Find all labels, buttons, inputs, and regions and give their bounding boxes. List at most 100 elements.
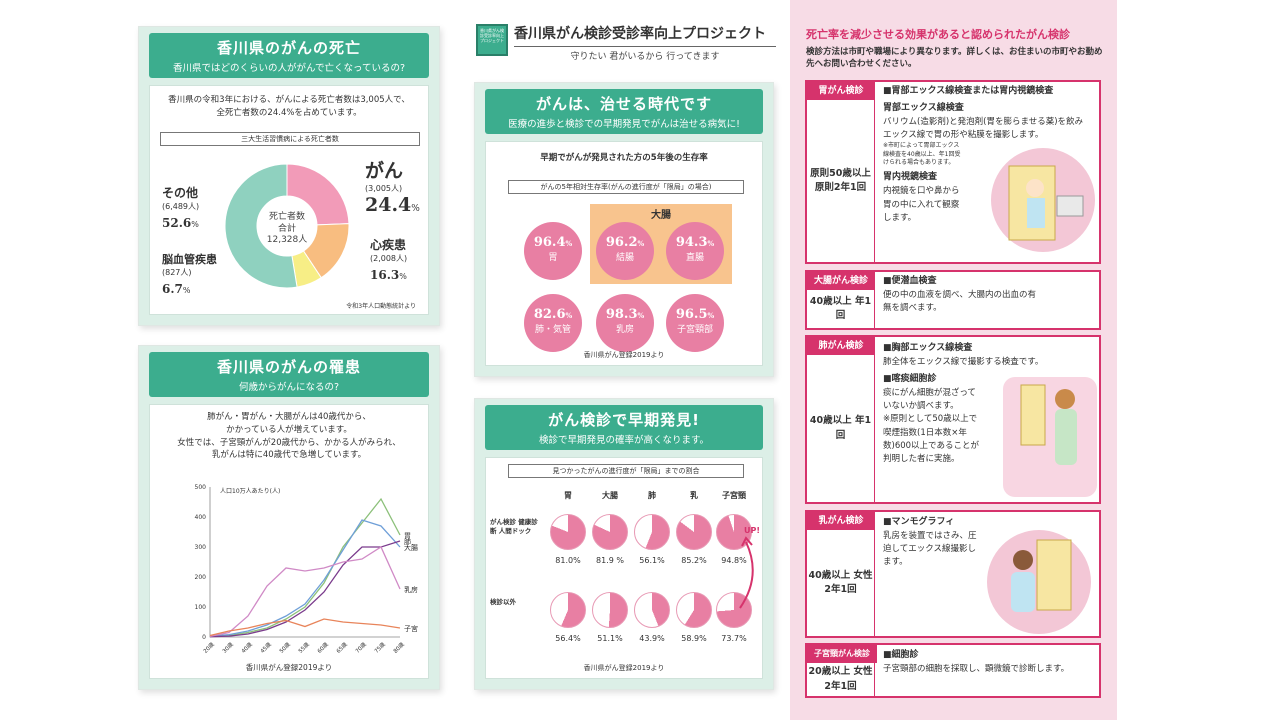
line-series-3 [209, 546, 401, 638]
death-content: 香川県の令和3年における、がんによる死亡者数は3,005人で、 全死亡者数の24… [149, 85, 429, 315]
detection-value-row2-0: 56.4% [555, 634, 581, 643]
detection-value-row1-2: 56.1% [639, 556, 665, 565]
pie-slice-3 [224, 163, 298, 289]
line-chart-ylabel: 人口10万人あたり(人) [220, 488, 280, 495]
detection-value-row1-0: 81.0% [555, 556, 581, 565]
incidence-banner: 香川県のがんの罹患 何歳からがんになるの? [149, 352, 429, 397]
lung-head: 肺がん検診 [807, 337, 875, 355]
survival-colon: 96.2% 結腸 [596, 222, 654, 280]
pie-center-label: 死亡者数 合計 12,328人 [266, 212, 308, 246]
det-row1-label: がん検診 健康診断 人間ドック [490, 518, 538, 536]
project-logo: 香川県がん検診受診率向上プロジェクト [476, 24, 508, 56]
up-arrow-icon [739, 536, 754, 609]
incidence-content: 肺がん・胃がん・大腸がんは40歳代から、 かかっている人が増えています。 女性で… [149, 404, 429, 679]
lung-text: ■胸部エックス線検査 肺全体をエックス線で撮影する検査です。 ■喀痰細胞診 痰に… [883, 343, 1044, 464]
lung-target: 40歳以上 年1回 [807, 355, 875, 502]
det-col-1: 大腸 [602, 491, 618, 500]
lung-xray-illustration [1003, 377, 1097, 497]
line-series-1 [209, 519, 401, 637]
line-series-label-2: 肺 [404, 538, 411, 546]
line-ytick: 400 [195, 514, 207, 521]
line-xtick: 20歳 [201, 640, 216, 655]
line-xtick: 65歳 [334, 640, 349, 655]
screening-cervical: 子宮頸がん検診 20歳以上 女性 2年1回 ■細胞診 子宮頸部の細胞を採取し、顕… [805, 643, 1101, 698]
cervical-head: 子宮頸がん検診 [807, 645, 877, 663]
line-ytick: 0 [202, 634, 206, 641]
incidence-subtitle: 何歳からがんになるの? [238, 382, 340, 393]
screening-title: 死亡率を減少させる効果があると認められたがん検診 [806, 28, 1070, 41]
line-ytick: 300 [195, 544, 207, 551]
death-pie-chart [224, 163, 350, 289]
screening-gastric: 胃がん検診 原則50歳以上 原則2年1回 ■胃部エックス線検査または胃内視鏡検査… [805, 80, 1101, 264]
line-xtick: 80歳 [391, 640, 406, 655]
detection-pie-row2-0 [550, 592, 586, 628]
survival-source: 香川県がん登録2019より [583, 351, 665, 359]
cervical-target: 20歳以上 女性 2年1回 [807, 663, 875, 696]
mammography-illustration [987, 530, 1091, 634]
screening-lung: 肺がん検診 40歳以上 年1回 ■胸部エックス線検査 肺全体をエックス線で撮影す… [805, 335, 1101, 504]
screening-breast: 乳がん検診 40歳以上 女性 2年1回 ■マンモグラフィ 乳房を装置ではさみ、圧… [805, 510, 1101, 638]
survival-heading: 早期でがんが発見された方の5年後の生存率 [540, 153, 708, 163]
line-series-label-4: 子宮 [404, 624, 418, 633]
line-series-4 [209, 618, 401, 637]
colon-text: ■便潜血検査 便の中の血液を調べ、大腸内の出血の有無を調べます。 [883, 276, 1037, 314]
screening-panel: 死亡率を減少させる効果があると認められたがん検診 検診方法は市町や職場により異な… [790, 0, 1117, 720]
gastric-target: 原則50歳以上 原則2年1回 [807, 100, 875, 262]
detection-pie-row1-3 [676, 514, 712, 550]
line-xtick: 70歳 [353, 640, 368, 655]
detection-value-row1-3: 85.2% [681, 556, 707, 565]
page-header: 香川県がん検診受診率向上プロジェクト 香川県がん検診受診率向上プロジェクト 守り… [476, 20, 776, 70]
line-series-0 [209, 497, 401, 638]
det-col-4: 子宮頸 [722, 491, 746, 500]
line-series-label-0: 胃 [404, 532, 411, 540]
line-series-label-3: 乳房 [404, 585, 418, 594]
death-title: 香川県のがんの死亡 [216, 39, 361, 57]
detection-banner: がん検診で早期発見! 検診で早期発見の確率が高くなります。 [485, 405, 763, 450]
colon-target: 40歳以上 年1回 [807, 290, 875, 328]
survival-lung: 82.6% 肺・気管 [524, 294, 582, 352]
death-chart-label: 三大生活習慣病による死亡者数 [160, 132, 420, 146]
detection-value-row1-4: 94.8% [721, 556, 747, 565]
line-chart-axes [209, 487, 400, 638]
line-xtick: 55歳 [296, 640, 311, 655]
line-xtick: 40歳 [239, 640, 254, 655]
breast-target: 40歳以上 女性 2年1回 [807, 530, 875, 636]
pie-label-cancer: がん (3,005人) 24.4% [365, 160, 420, 216]
colon-head: 大腸がん検診 [807, 272, 875, 290]
det-col-2: 肺 [648, 491, 656, 500]
screening-colon: 大腸がん検診 40歳以上 年1回 ■便潜血検査 便の中の血液を調べ、大腸内の出血… [805, 270, 1101, 330]
gastric-text: ■胃部エックス線検査または胃内視鏡検査 胃部エックス線検査 バリウム(造影剤)と… [883, 86, 1084, 223]
line-xtick: 50歳 [277, 640, 292, 655]
pie-label-other: その他 (6,489人) 52.6% [162, 186, 200, 230]
line-xtick: 60歳 [315, 640, 330, 655]
death-panel: 香川県のがんの死亡 香川県ではどのくらいの人ががんで亡くなっているの? 香川県の… [138, 26, 440, 326]
death-text-1: 香川県の令和3年における、がんによる死亡者数は3,005人で、 [168, 95, 410, 105]
survival-box-label: がんの5年相対生存率(がんの進行度が「限局」の場合) [508, 180, 744, 194]
detection-pie-row2-3 [676, 592, 712, 628]
incidence-text-3: 女性では、子宮頸がんが20歳代から、かかる人がみられ、 [177, 437, 401, 448]
det-row2-label: 検診以外 [490, 598, 516, 606]
line-series-2 [209, 540, 401, 638]
death-source: 令和3年人口動態統計より [346, 303, 416, 310]
line-ytick: 500 [195, 484, 207, 491]
survival-stomach: 96.4% 胃 [524, 222, 582, 280]
detection-value-row1-1: 81.9 % [596, 556, 624, 565]
line-xtick: 75歳 [372, 640, 387, 655]
survival-cervix: 96.5% 子宮頸部 [666, 294, 724, 352]
detection-pie-row1-2 [634, 514, 670, 550]
incidence-text-1: 肺がん・胃がん・大腸がんは40歳代から、 [207, 412, 371, 422]
incidence-text-2: かかっている人が増えています。 [226, 424, 352, 435]
detection-pie-row1-1 [592, 514, 628, 550]
colon-group-label: 大腸 [651, 210, 671, 221]
pie-label-heart: 心疾患 (2,008人) 16.3% [370, 238, 408, 282]
line-series-label-1: 大腸 [404, 543, 418, 552]
survival-panel: がんは、治せる時代です 医療の進歩と検診での早期発見でがんは治せる病気に! 早期… [474, 82, 774, 377]
detection-subtitle: 検診で早期発見の確率が高くなります。 [538, 435, 710, 446]
screening-note: 検診方法は市町や職場により異なります。詳しくは、お住まいの市町やお勤め先へお問い… [806, 47, 1103, 70]
death-text-2: 全死亡者数の24.4%を占めています。 [216, 107, 362, 118]
detection-content: 見つかったがんの進行度が「限局」までの割合 胃 大腸 肺 乳 子宮頸 がん検診 … [485, 457, 763, 679]
death-banner: 香川県のがんの死亡 香川県ではどのくらいの人ががんで亡くなっているの? [149, 33, 429, 78]
survival-subtitle: 医療の進歩と検診での早期発見でがんは治せる病気に! [508, 119, 740, 130]
detection-value-row2-4: 73.7% [721, 634, 747, 643]
